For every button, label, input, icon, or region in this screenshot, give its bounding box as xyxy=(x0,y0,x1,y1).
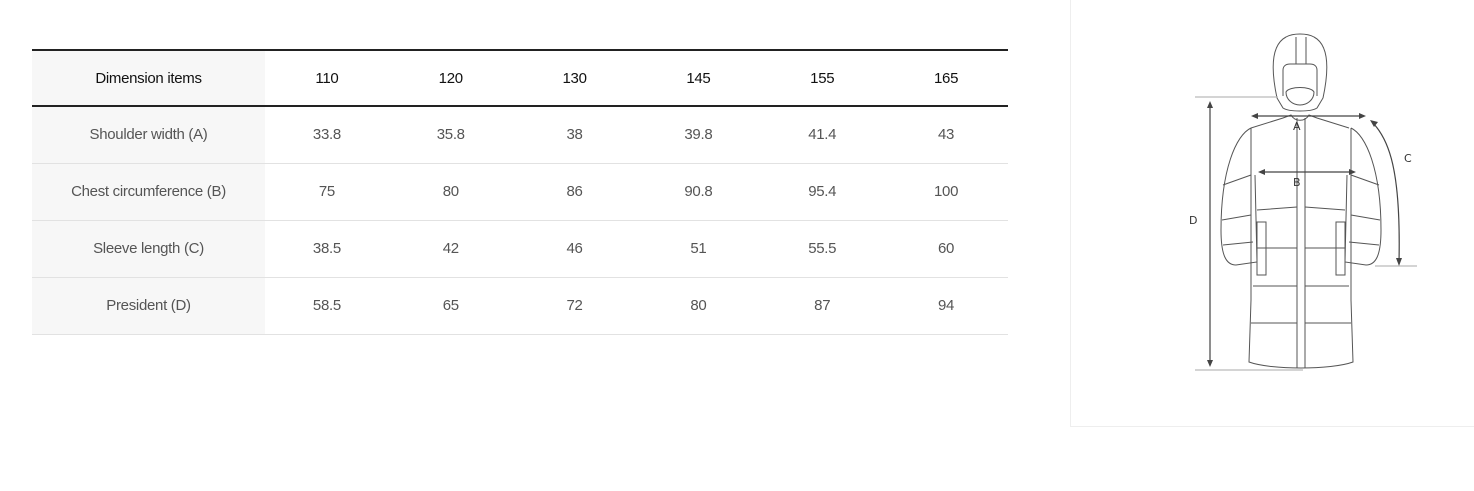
table-cell: 35.8 xyxy=(436,126,465,144)
table-cell: 80 xyxy=(690,297,707,314)
table-cell: 87 xyxy=(814,297,831,314)
table-cell: 94 xyxy=(938,297,955,314)
table-row: President (D) 58.5 65 72 80 87 94 xyxy=(32,277,1008,334)
label-c: C xyxy=(1404,152,1412,165)
table-cell: 41.4 xyxy=(808,126,837,144)
table-cell: 60 xyxy=(938,240,955,257)
table-cell: 95.4 xyxy=(808,183,837,200)
table-cell: 33.8 xyxy=(312,126,341,144)
header-cell: 155 xyxy=(810,69,835,87)
table-cell: 100 xyxy=(934,183,959,200)
header-cell: 145 xyxy=(686,69,711,87)
row-label: Chest circumference (B) xyxy=(32,163,265,220)
label-b: B xyxy=(1293,176,1301,189)
table-cell: 39.8 xyxy=(684,126,713,144)
table-cell: 38.5 xyxy=(312,240,341,257)
table-row: Chest circumference (B) 75 80 86 90.8 95.4 100 xyxy=(32,163,1008,220)
table-cell: 55.5 xyxy=(808,240,837,257)
table-cell: 58.5 xyxy=(312,297,341,314)
row-label: Shoulder width (A) xyxy=(32,106,265,163)
table-cell: 42 xyxy=(442,240,459,257)
header-cell: 130 xyxy=(562,69,587,87)
row-label: President (D) xyxy=(32,277,265,334)
size-diagram-panel: A B C D xyxy=(1070,0,1474,427)
coat-outline-icon xyxy=(1220,33,1382,369)
header-cell: 120 xyxy=(438,69,463,87)
header-cell: Dimension items xyxy=(32,50,265,106)
table-cell: 46 xyxy=(566,240,583,257)
table-cell: 65 xyxy=(442,297,459,314)
measurement-arrows xyxy=(1195,96,1417,371)
header-cell: 165 xyxy=(934,69,959,87)
table-cell: 90.8 xyxy=(684,183,713,200)
coat-diagram: A B C D xyxy=(1189,33,1417,371)
table-cell: 86 xyxy=(566,183,583,200)
table-cell: 38 xyxy=(566,126,583,144)
table-cell: 43 xyxy=(938,126,955,144)
table-cell: 51 xyxy=(690,240,707,257)
table-cell: 80 xyxy=(442,183,459,200)
label-a: A xyxy=(1293,120,1301,133)
header-cell: 110 xyxy=(315,69,339,87)
table-header-row: Dimension items 110 120 130 145 155 165 xyxy=(32,50,1008,106)
table-cell: 75 xyxy=(318,183,335,200)
table-row: Shoulder width (A) 33.8 35.8 38 39.8 41.4 43 xyxy=(32,106,1008,163)
table-cell: 72 xyxy=(566,297,583,314)
table-row: Sleeve length (C) 38.5 42 46 51 55.5 60 xyxy=(32,220,1008,277)
size-table: Dimension items 110 120 130 145 155 165 … xyxy=(32,49,1008,335)
label-d: D xyxy=(1189,214,1197,227)
row-label: Sleeve length (C) xyxy=(32,220,265,277)
